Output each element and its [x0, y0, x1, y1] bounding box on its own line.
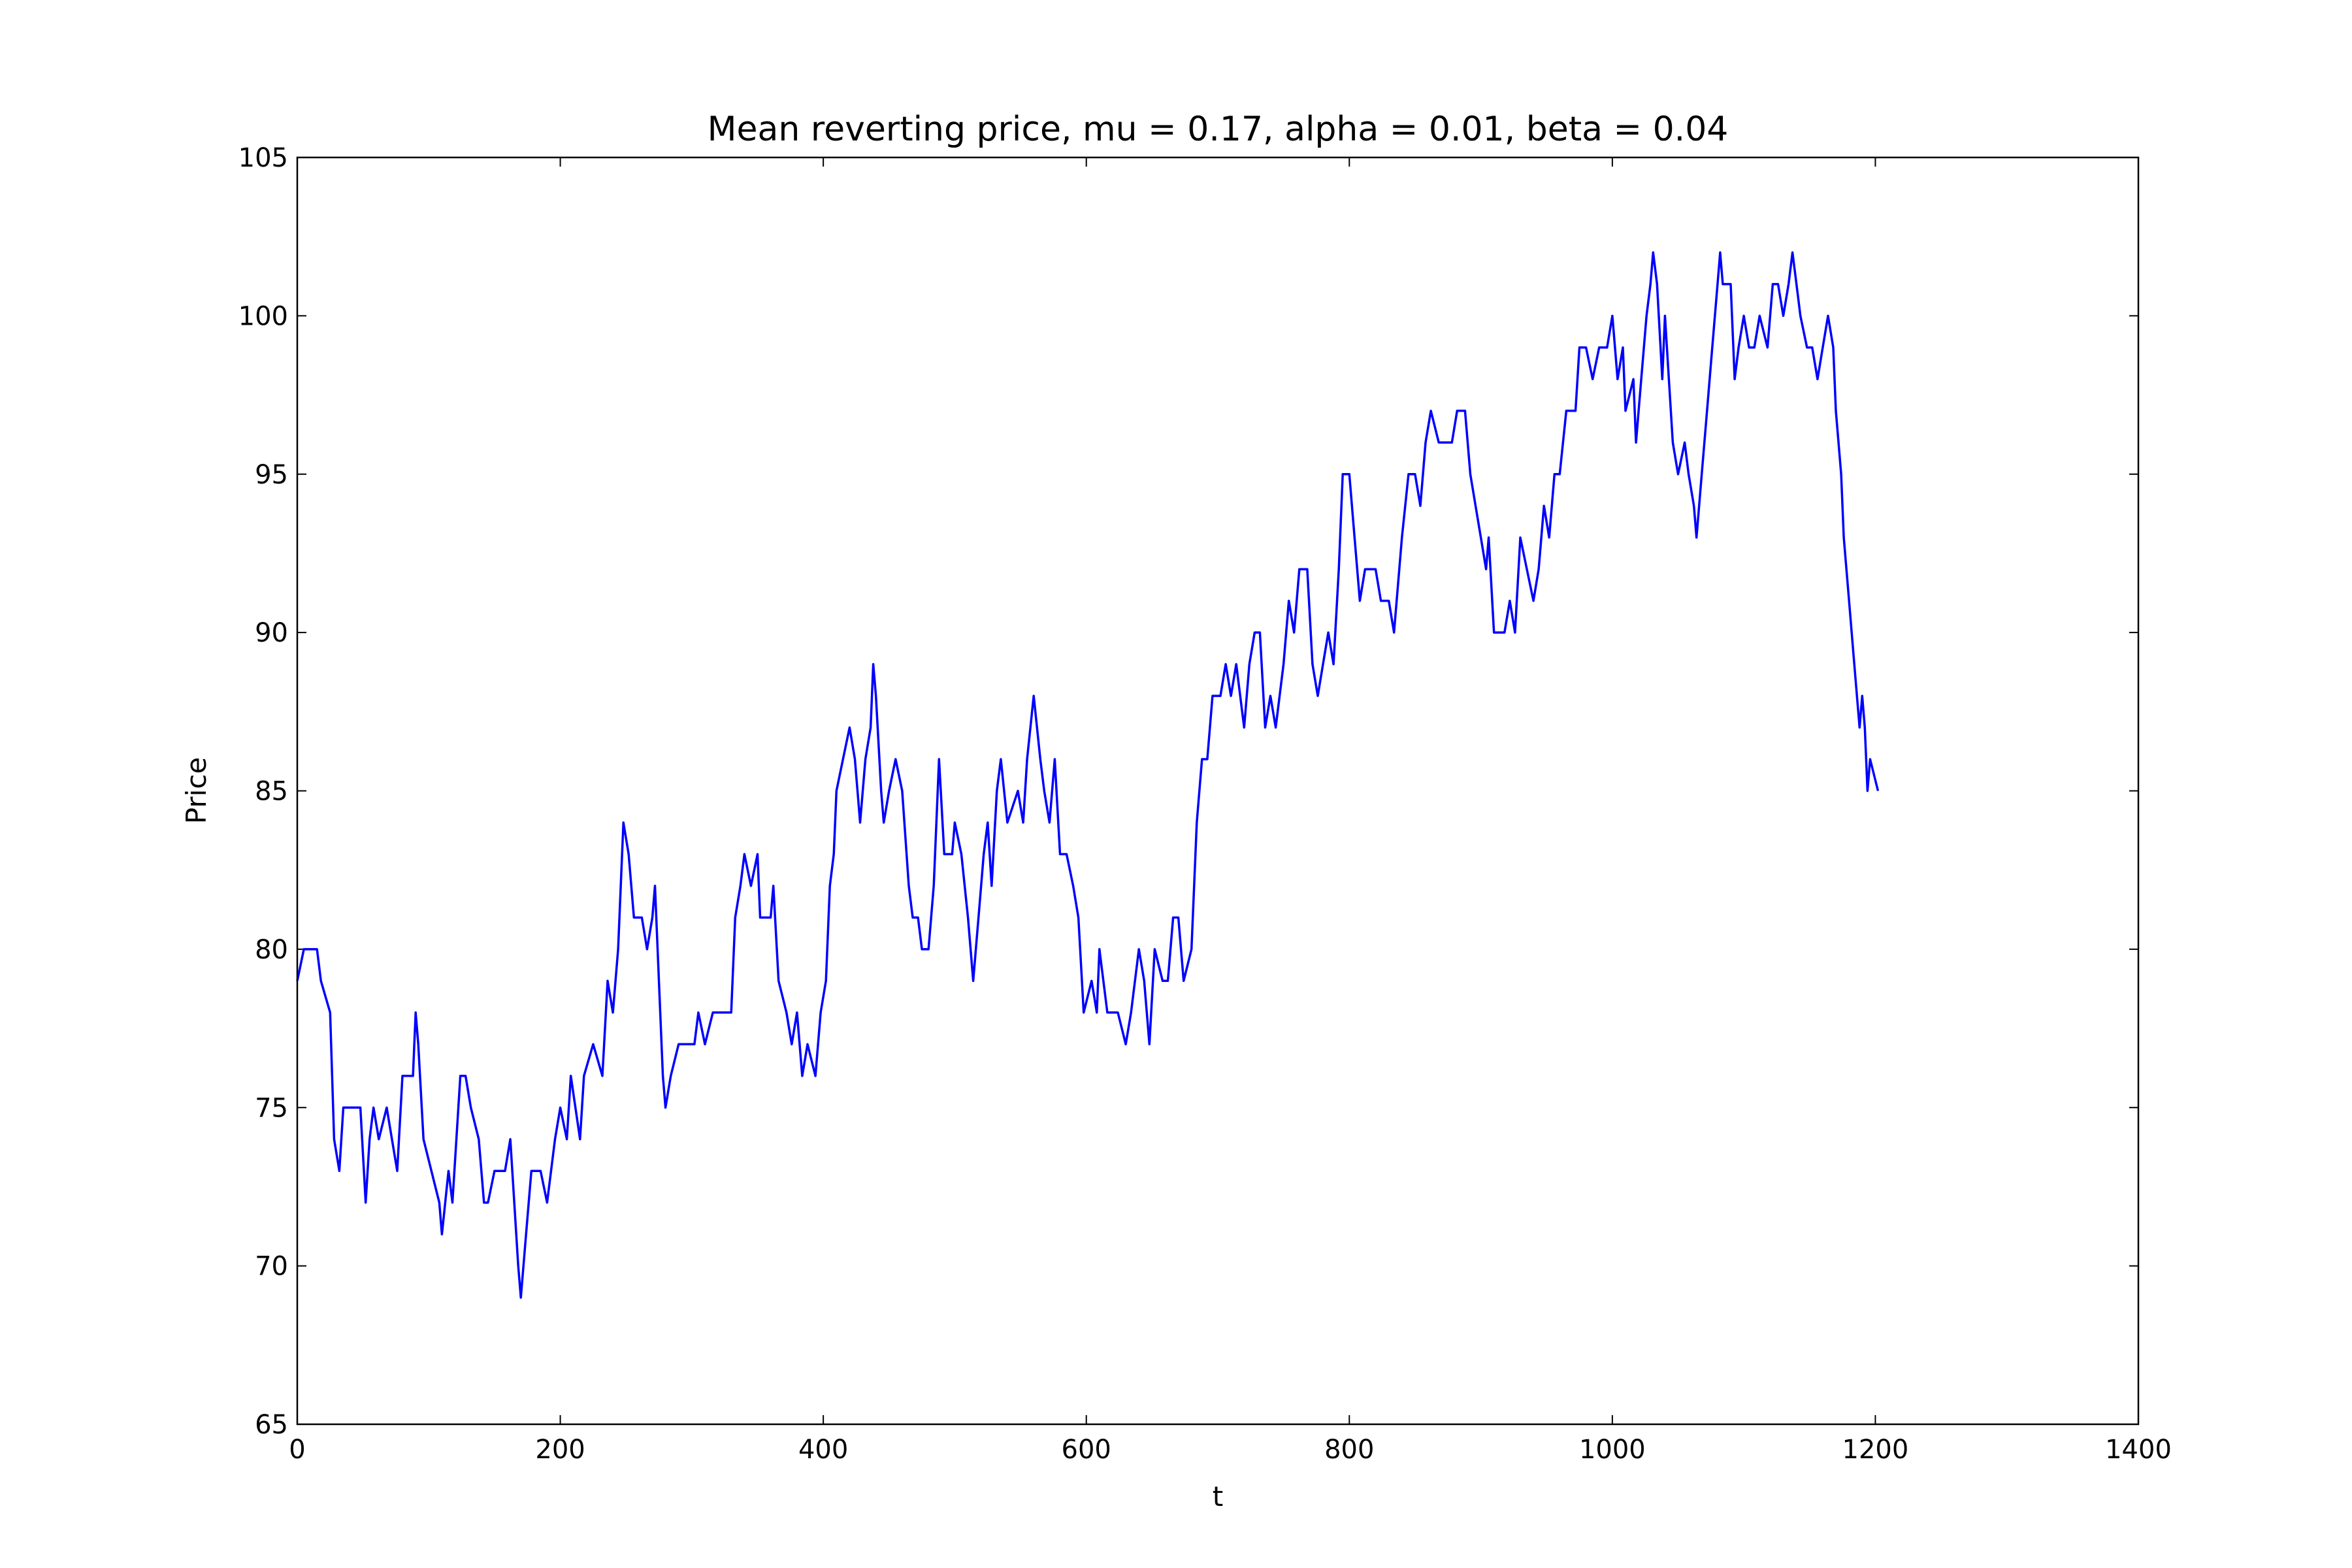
y-tick-label: 70	[255, 1252, 288, 1282]
x-tick-label: 800	[1324, 1435, 1374, 1465]
y-tick-label: 90	[255, 618, 288, 648]
x-tick-label: 400	[798, 1435, 848, 1465]
y-tick-label: 75	[255, 1093, 288, 1123]
y-tick-label: 80	[255, 935, 288, 965]
price-line	[296, 251, 1880, 1299]
x-tick-label: 1400	[2105, 1435, 2172, 1465]
chart-title: Mean reverting price, mu = 0.17, alpha =…	[708, 110, 1729, 149]
x-tick-label: 1200	[1842, 1435, 1909, 1465]
plot-frame	[296, 156, 2140, 1426]
x-tick-label: 200	[535, 1435, 585, 1465]
y-tick-label: 95	[255, 460, 288, 490]
x-axis-label: t	[1213, 1480, 1223, 1512]
x-tick-label: 0	[289, 1435, 305, 1465]
y-tick-label: 105	[238, 143, 288, 173]
x-tick-label: 1000	[1579, 1435, 1646, 1465]
y-tick-label: 85	[255, 777, 288, 807]
x-tick-label: 600	[1062, 1435, 1111, 1465]
y-axis-label: Price	[180, 757, 212, 824]
y-tick-label: 65	[255, 1410, 288, 1440]
y-tick-label: 100	[238, 301, 288, 331]
